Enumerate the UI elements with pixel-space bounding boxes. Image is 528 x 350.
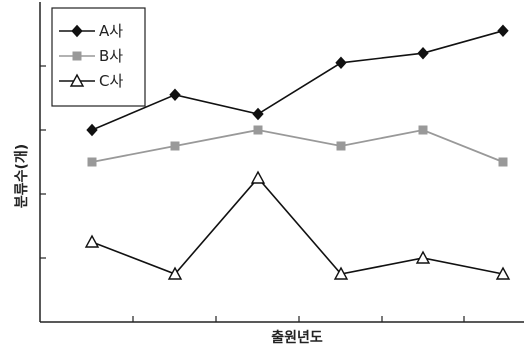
- data-point: [86, 123, 98, 137]
- data-point: [170, 141, 180, 151]
- series-line: [91, 176, 504, 275]
- series-3: [84, 170, 511, 280]
- data-point: [167, 266, 183, 280]
- data-point: [497, 24, 509, 38]
- legend-marker: [72, 51, 82, 61]
- legend-box: [51, 7, 146, 107]
- data-point: [250, 170, 266, 184]
- data-point: [335, 56, 347, 70]
- data-point: [417, 46, 429, 60]
- legend-item: B사: [59, 47, 123, 65]
- legend-marker: [69, 73, 85, 87]
- legend: A사 B사 C사: [51, 7, 146, 107]
- series-2: [87, 125, 508, 167]
- series-line: [91, 30, 504, 131]
- data-point: [169, 88, 181, 102]
- legend-label: B사: [99, 47, 123, 65]
- legend-label: A사: [99, 22, 123, 40]
- data-point: [495, 266, 511, 280]
- chart-axes: [39, 2, 524, 323]
- legend-label: C사: [99, 72, 123, 90]
- data-point: [498, 157, 508, 167]
- series-1: [86, 24, 509, 137]
- data-point: [333, 266, 349, 280]
- data-point: [336, 141, 346, 151]
- y-axis-title: 분류수(개): [14, 144, 30, 208]
- x-axis-title: 출원년도: [271, 329, 323, 346]
- data-point: [87, 157, 97, 167]
- data-point: [252, 107, 264, 121]
- data-point: [415, 250, 431, 264]
- series-line: [91, 129, 504, 163]
- legend-marker: [71, 24, 83, 38]
- data-point: [253, 125, 263, 135]
- series-layer: [84, 24, 511, 280]
- legend-item: C사: [59, 72, 123, 90]
- data-point: [84, 234, 100, 248]
- data-point: [418, 125, 428, 135]
- legend-item: A사: [59, 22, 123, 40]
